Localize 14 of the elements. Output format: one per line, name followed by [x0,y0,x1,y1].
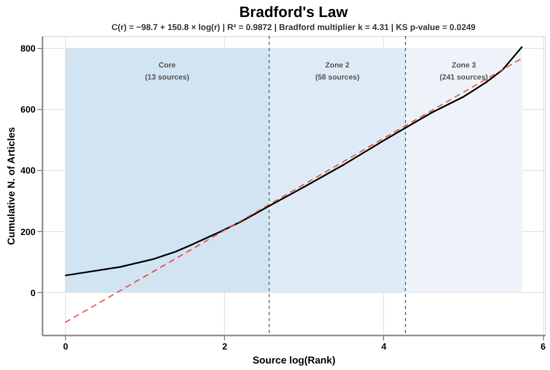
y-tick-label: 200 [20,226,36,237]
x-tick-label: 2 [222,342,228,352]
chart-title: Bradford's Law [239,4,348,21]
x-axis-title: Source log(Rank) [252,356,336,366]
line-series [64,46,523,276]
chart-subtitle: C(r) = −98.7 + 150.8 × log(r) | R² = 0.9872 | Bradford multiplier k = 4.31 | KS p-value = 0.0249 [111,22,476,32]
x-tick-label: 4 [381,342,386,352]
y-tick-label: 800 [20,44,36,54]
x-tick-label: 6 [540,342,546,352]
y-tick-label: 600 [20,104,36,115]
y-tick-label: 400 [20,166,36,176]
y-tick-label: 0 [30,288,36,298]
x-tick-label: 0 [63,342,68,352]
y-axis-title: Cumulative N. of Articles [6,126,18,245]
